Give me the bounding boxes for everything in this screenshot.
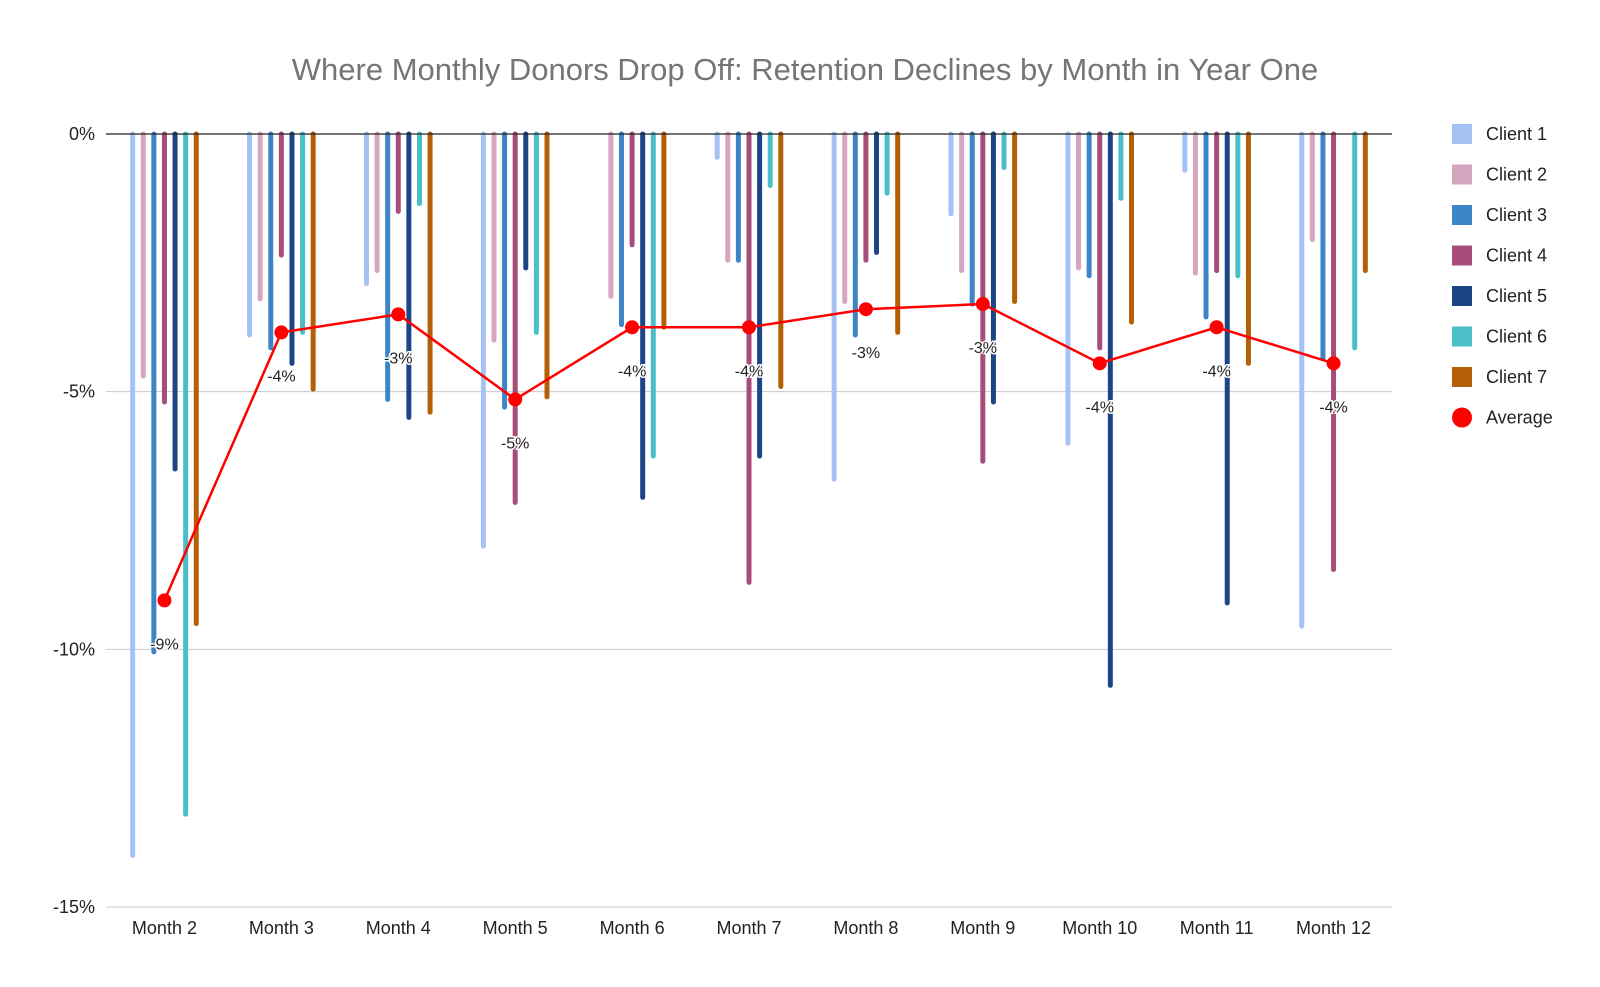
x-tick-label: Month 10	[1062, 918, 1137, 938]
average-point	[858, 302, 873, 317]
average-point	[1092, 356, 1107, 371]
x-tick-label: Month 9	[950, 918, 1015, 938]
legend-label: Client 4	[1486, 246, 1547, 266]
y-tick-label: 0%	[69, 124, 95, 144]
legend-label: Client 7	[1486, 367, 1547, 387]
legend-label: Client 3	[1486, 205, 1547, 225]
legend-swatch	[1452, 205, 1472, 225]
average-point	[1209, 320, 1224, 335]
average-point	[625, 320, 640, 335]
x-tick-label: Month 6	[600, 918, 665, 938]
data-label: -4%	[1086, 399, 1114, 416]
data-label: -9%	[150, 636, 178, 653]
data-label: -3%	[969, 340, 997, 357]
bars	[130, 131, 1368, 858]
average-point	[508, 392, 523, 407]
legend-label: Client 2	[1486, 165, 1547, 185]
average-point	[1326, 356, 1341, 371]
data-label: -3%	[384, 350, 412, 367]
x-tick-label: Month 12	[1296, 918, 1371, 938]
average-point	[391, 307, 406, 322]
x-tick-label: Month 4	[366, 918, 431, 938]
legend-marker	[1452, 407, 1472, 428]
x-tick-label: Month 3	[249, 918, 314, 938]
x-tick-label: Month 2	[132, 918, 197, 938]
legend: Client 1 Client 2 Client 3 Client 4 Client 5…	[1452, 124, 1553, 428]
x-tick-label: Month 8	[833, 918, 898, 938]
legend-label: Average	[1486, 408, 1553, 428]
average-point	[274, 325, 289, 340]
legend-label: Client 5	[1486, 286, 1547, 306]
data-label: -4%	[1319, 399, 1347, 416]
legend-swatch	[1452, 367, 1472, 387]
data-labels: -9% -4% -3% -5% -4% -4% -3% -3% -4% -4% -4%	[149, 339, 1350, 655]
legend-swatch	[1452, 164, 1472, 185]
average-point	[157, 593, 172, 608]
y-tick-label: -5%	[63, 382, 95, 402]
legend-swatch	[1452, 245, 1472, 266]
average-point	[975, 297, 990, 312]
y-tick-label: -10%	[53, 639, 95, 659]
legend-swatch	[1452, 286, 1472, 306]
x-tick-label: Month 5	[483, 918, 548, 938]
data-label: -5%	[501, 435, 529, 452]
legend-swatch	[1452, 326, 1472, 347]
x-tick-label: Month 7	[716, 918, 781, 938]
chart-title: Where Monthly Donors Drop Off: Retention…	[292, 52, 1318, 87]
average-line	[157, 297, 1341, 608]
data-label: -4%	[1202, 363, 1230, 380]
data-label: -4%	[267, 368, 295, 385]
legend-swatch	[1452, 124, 1472, 144]
data-label: -4%	[735, 363, 763, 380]
data-label: -3%	[852, 345, 880, 362]
y-tick-label: -15%	[53, 897, 95, 917]
legend-label: Client 6	[1486, 327, 1547, 347]
data-label: -4%	[618, 363, 646, 380]
x-tick-label: Month 11	[1180, 918, 1254, 938]
legend-label: Client 1	[1486, 124, 1547, 144]
average-point	[742, 320, 756, 335]
axis-labels: 0% -5% -10% -15% Month 2 Month 3 Month 4 Month …	[53, 124, 1371, 938]
